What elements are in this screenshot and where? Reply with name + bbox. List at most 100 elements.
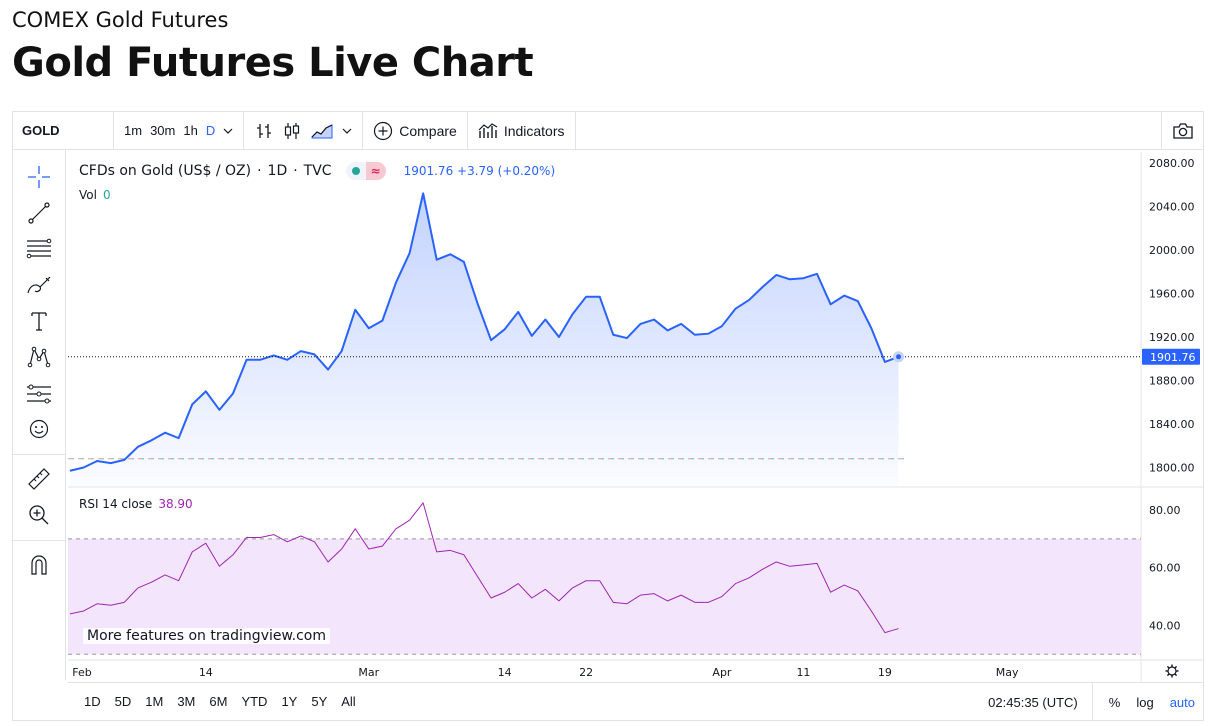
price-tick-label: 2080.00 (1149, 157, 1195, 170)
price-tick-label: 2040.00 (1149, 200, 1195, 213)
chevron-down-icon[interactable] (219, 128, 237, 134)
legend-volume: Vol 0 (79, 188, 111, 202)
bottom-right-group: 02:45:35 (UTC) % log auto (988, 683, 1203, 721)
range-all[interactable]: All (341, 694, 356, 709)
time-tick-label: 14 (498, 666, 512, 679)
rsi-tick-label: 80.00 (1149, 504, 1181, 517)
tradingview-watermark[interactable]: More features on tradingview.com (83, 628, 330, 644)
price-area (70, 193, 899, 486)
volume-value: 0 (102, 188, 111, 202)
emoji-icon[interactable] (26, 416, 52, 442)
magnet-icon[interactable] (26, 552, 52, 578)
interval-30m[interactable]: 30m (150, 123, 176, 138)
interval-d[interactable]: D (205, 123, 216, 138)
bottom-bar: 1D 5D 1M 3M 6M YTD 1Y 5Y All 02:45:35 (U… (68, 682, 1203, 721)
interval-group: 1m 30m 1h D (114, 111, 245, 150)
clock-time[interactable]: 02:45:35 (UTC) (988, 683, 1093, 721)
compare-group: Compare (363, 111, 468, 150)
text-tool-icon[interactable] (26, 308, 52, 334)
price-tick-label: 1920.00 (1149, 331, 1195, 344)
time-tick-label: Apr (712, 666, 732, 679)
interval-1m[interactable]: 1m (124, 123, 143, 138)
delayed-data-icon: ≈ (365, 162, 386, 180)
rsi-tick-label: 60.00 (1149, 562, 1181, 575)
chart-widget: GOLD 1m 30m 1h D (12, 111, 1204, 721)
page-kicker: COMEX Gold Futures (12, 8, 229, 32)
log-toggle[interactable]: log (1136, 694, 1154, 710)
time-tick-label: 14 (199, 666, 213, 679)
range-3m[interactable]: 3M (177, 694, 196, 709)
chevron-down-icon[interactable] (338, 128, 356, 134)
compare-button[interactable]: Compare (369, 121, 461, 141)
indicators-icon (478, 122, 498, 138)
time-tick-label: 11 (796, 666, 810, 679)
rsi-line (69, 502, 899, 634)
page-title: Gold Futures Live Chart (12, 40, 534, 86)
legend-exchange: TVC (303, 163, 332, 179)
indicators-button[interactable]: Indicators (474, 122, 569, 140)
market-status-pill[interactable]: ≈ (345, 162, 386, 180)
trend-line-icon[interactable] (26, 200, 52, 226)
candles-icon[interactable] (278, 122, 306, 140)
toolbar-divider (13, 540, 66, 541)
price-tick-label: 2000.00 (1149, 244, 1195, 257)
range-5y[interactable]: 5Y (311, 694, 328, 709)
time-tick-label: 19 (878, 666, 892, 679)
price-tick-label: 1800.00 (1149, 462, 1195, 475)
legend-price: 1901.76 +3.79 (+0.20%) (403, 164, 556, 178)
drawing-toolbar (13, 150, 66, 680)
compare-label: Compare (399, 122, 457, 139)
rsi-label: RSI 14 close (79, 497, 153, 511)
snapshot-button[interactable] (1161, 112, 1203, 150)
prediction-icon[interactable] (26, 380, 52, 406)
ruler-icon[interactable] (26, 466, 52, 492)
interval-1h[interactable]: 1h (183, 123, 198, 138)
time-tick-label: May (996, 666, 1019, 679)
legend-rsi: RSI 14 close 38.90 (79, 497, 193, 511)
range-1d[interactable]: 1D (84, 694, 101, 709)
range-ytd[interactable]: YTD (241, 694, 268, 709)
last-price-marker (893, 351, 905, 363)
pattern-icon[interactable] (26, 344, 52, 370)
bars-icon[interactable] (250, 122, 278, 140)
top-toolbar: GOLD 1m 30m 1h D (13, 111, 1203, 150)
last-price-tag (1142, 348, 1200, 365)
price-line (69, 192, 899, 472)
rsi-tick-label: 40.00 (1149, 619, 1181, 632)
range-6m[interactable]: 6M (209, 694, 228, 709)
range-1m[interactable]: 1M (145, 694, 164, 709)
indicators-label: Indicators (503, 122, 565, 139)
settings-gear-icon[interactable] (1165, 664, 1179, 678)
price-tick-label: 1960.00 (1149, 287, 1195, 300)
chart-style-group (244, 111, 364, 150)
legend-separator: · (293, 163, 298, 179)
indicators-group: Indicators (468, 111, 576, 150)
camera-icon (1172, 123, 1193, 139)
plus-circle-icon (374, 121, 393, 140)
crosshair-icon[interactable] (26, 164, 52, 190)
legend-timeframe: 1D (267, 163, 288, 179)
time-tick-label: 22 (579, 666, 593, 679)
time-tick-label: Mar (358, 666, 379, 679)
toolbar-divider (13, 454, 66, 455)
time-tick-label: Feb (72, 666, 91, 679)
symbol-search[interactable]: GOLD (13, 111, 114, 150)
volume-label: Vol (79, 188, 97, 202)
percent-toggle[interactable]: % (1108, 694, 1121, 710)
range-5d[interactable]: 5D (114, 694, 132, 709)
last-price-label: 1901.76 (1150, 351, 1196, 364)
range-1y[interactable]: 1Y (281, 694, 298, 709)
zoom-in-icon[interactable] (26, 502, 52, 528)
legend-instrument: CFDs on Gold (US$ / OZ) (79, 163, 252, 179)
market-open-icon (346, 162, 366, 180)
price-chart[interactable]: 1800.001840.001880.001920.001960.002000.… (68, 152, 1203, 682)
legend-separator: · (257, 163, 262, 179)
area-chart-icon[interactable] (306, 123, 338, 139)
legend-main: CFDs on Gold (US$ / OZ) · 1D · TVC ≈ 190… (79, 162, 555, 180)
rsi-value: 38.90 (158, 497, 193, 511)
brush-icon[interactable] (26, 272, 52, 298)
fib-lines-icon[interactable] (26, 236, 52, 262)
price-tick-label: 1880.00 (1149, 374, 1195, 387)
auto-toggle[interactable]: auto (1169, 694, 1195, 710)
price-tick-label: 1840.00 (1149, 418, 1195, 431)
